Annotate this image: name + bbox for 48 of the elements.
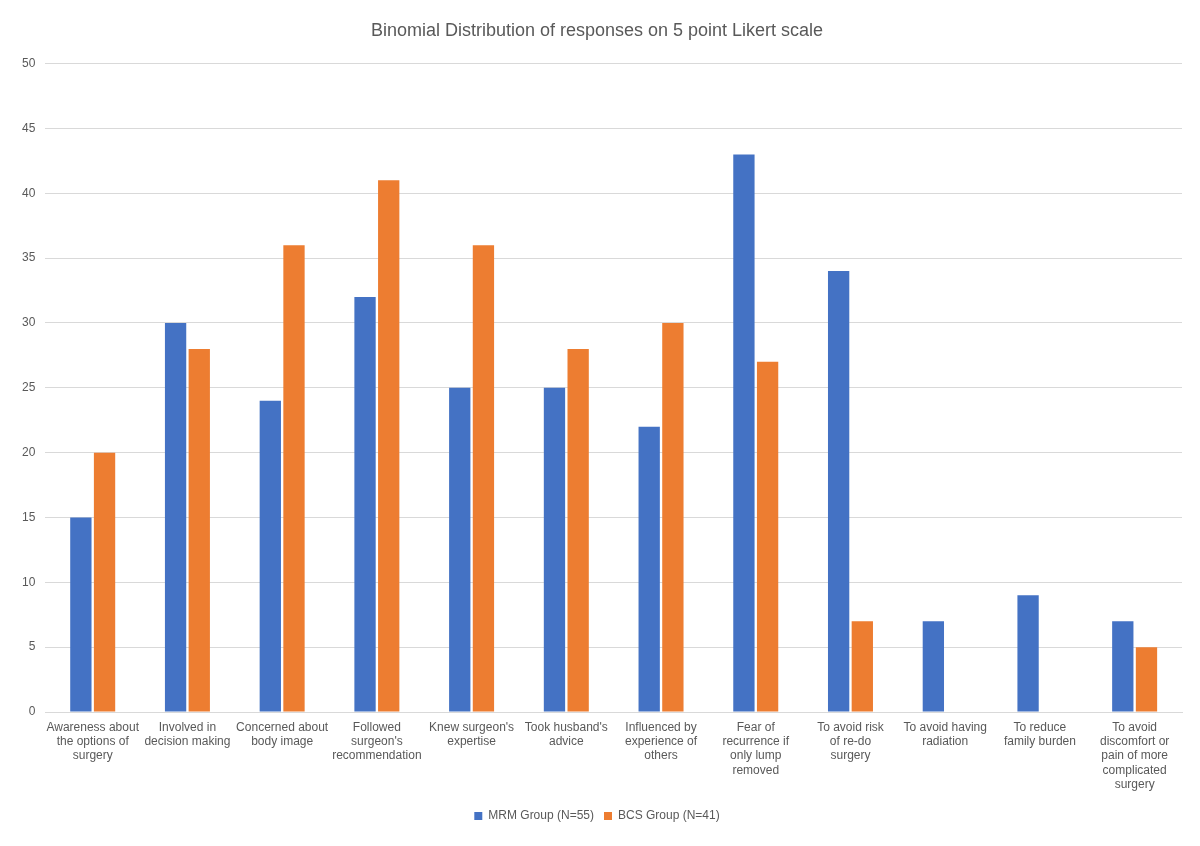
y-tick-label: 25 — [21, 380, 36, 395]
bar — [164, 322, 187, 712]
bar — [283, 245, 305, 712]
bar — [733, 154, 755, 712]
bar — [259, 400, 281, 712]
y-tick-label: 10 — [21, 574, 36, 589]
y-tick-label: 0 — [28, 704, 36, 719]
x-tick-label: Influenced by experience of others — [625, 719, 698, 763]
bar — [188, 348, 210, 712]
bar — [1112, 621, 1134, 712]
y-tick-label: 50 — [21, 55, 36, 70]
y-tick-label: 30 — [21, 315, 36, 330]
bar — [851, 621, 873, 712]
bar — [827, 271, 850, 712]
legend-label: MRM Group (N=55) — [488, 808, 594, 823]
legend-label: BCS Group (N=41) — [617, 808, 720, 823]
bar — [543, 387, 566, 712]
x-tick-label: Involved in decision making — [144, 719, 231, 748]
chart-title: Binomial Distribution of responses on 5 point Likert scale — [370, 19, 824, 40]
x-tick-label: To avoid discomfort or pain of more complicated surgery — [1099, 719, 1170, 792]
y-tick-label: 45 — [21, 120, 36, 135]
x-tick-label: Concerned about body image — [236, 719, 329, 748]
x-tick-label: To avoid risk of re-do surgery — [817, 719, 885, 763]
x-tick-label: Followed surgeon's recommendation — [332, 719, 422, 763]
bar — [449, 387, 471, 712]
bar — [472, 245, 495, 712]
bar — [662, 322, 684, 712]
bar — [922, 621, 945, 712]
x-tick-label: To avoid having radiation — [903, 719, 987, 748]
bar — [70, 517, 92, 712]
y-tick-label: 20 — [21, 444, 36, 459]
y-tick-label: 40 — [21, 185, 36, 200]
bar — [378, 180, 400, 712]
bar — [1135, 647, 1158, 712]
x-tick-label: Fear of recurrence if only lump removed — [722, 719, 790, 777]
bar — [756, 361, 779, 712]
y-tick-label: 15 — [21, 509, 36, 524]
bar — [638, 426, 660, 712]
x-tick-label: Took husband's advice — [524, 719, 608, 748]
x-tick-label: Awareness about the options of surgery — [46, 719, 140, 763]
x-tick-label: Knew surgeon's expertise — [429, 719, 515, 748]
bar — [93, 452, 116, 712]
y-tick-label: 35 — [21, 250, 36, 265]
y-tick-label: 5 — [28, 639, 36, 654]
x-tick-label: To reduce family burden — [1003, 719, 1076, 748]
bar — [1017, 595, 1039, 712]
bar — [567, 348, 589, 712]
bar — [354, 297, 376, 712]
